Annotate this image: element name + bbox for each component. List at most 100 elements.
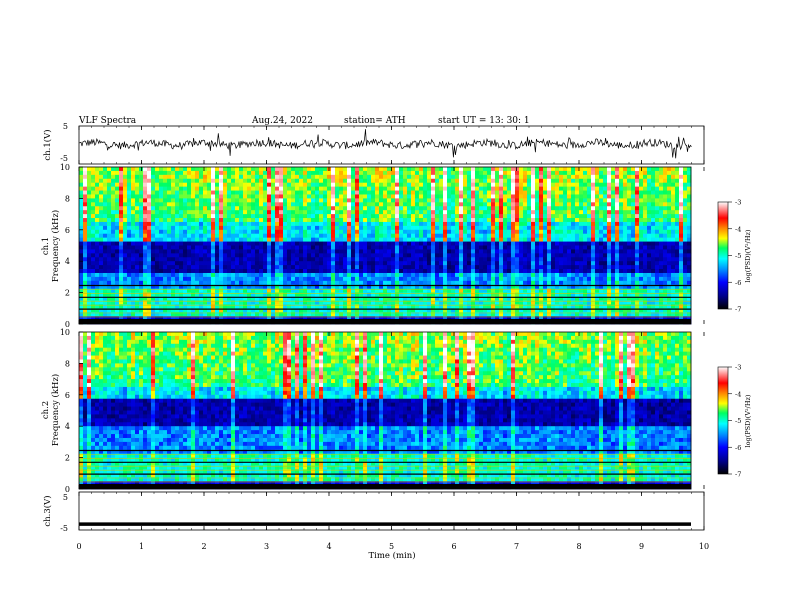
spectrogram-cell bbox=[555, 308, 560, 313]
spectrogram-cell bbox=[427, 304, 432, 309]
spectrogram-cell bbox=[371, 237, 376, 242]
spectrogram-cell bbox=[215, 253, 220, 258]
spectrogram-cell bbox=[331, 261, 336, 266]
spectrogram-cell bbox=[175, 245, 180, 250]
spectrogram-cell bbox=[327, 225, 332, 231]
spectrogram-cell bbox=[195, 194, 200, 199]
spectrogram-cell bbox=[375, 304, 380, 309]
spectrogram-cell bbox=[139, 182, 144, 188]
spectrogram-cell bbox=[99, 245, 104, 250]
spectrogram-cell bbox=[495, 210, 500, 215]
spectrogram-cell bbox=[271, 292, 276, 297]
spectrogram-cell bbox=[119, 265, 124, 270]
spectrogram-cell bbox=[207, 178, 212, 184]
spectrogram-cell bbox=[159, 269, 164, 274]
spectrogram-cell bbox=[543, 202, 548, 207]
spectrogram-cell bbox=[255, 233, 260, 239]
spectrogram-cell bbox=[299, 206, 304, 211]
spectrogram-cell bbox=[487, 284, 492, 290]
spectrogram-cell bbox=[467, 182, 472, 188]
spectrogram-cell bbox=[319, 206, 324, 211]
spectrogram-cell bbox=[567, 206, 572, 211]
spectrogram-cell bbox=[507, 300, 512, 305]
spectrogram-cell bbox=[139, 316, 144, 321]
spectrogram-cell bbox=[351, 253, 356, 258]
spectrogram-cell bbox=[251, 276, 256, 282]
spectrogram-cell bbox=[443, 308, 448, 313]
spectrogram-cell bbox=[403, 194, 408, 199]
spectrogram-cell bbox=[91, 288, 96, 294]
spectrogram-cell bbox=[311, 284, 316, 290]
spectrogram-cell bbox=[375, 194, 380, 199]
spectrogram-cell bbox=[395, 316, 400, 321]
spectrogram-cell bbox=[143, 190, 148, 195]
spectrogram-cell bbox=[551, 296, 556, 301]
spectrogram-cell bbox=[131, 170, 136, 176]
spectrogram-cell bbox=[339, 198, 344, 203]
spectrogram-cell bbox=[343, 214, 348, 219]
spectrogram-cell bbox=[455, 249, 460, 254]
spectrogram-cell bbox=[571, 233, 576, 239]
spectrogram-cell bbox=[531, 194, 536, 199]
spectrogram-cell bbox=[379, 261, 384, 266]
spectrogram-cell bbox=[411, 261, 416, 266]
spectrogram-cell bbox=[251, 261, 256, 266]
spectrogram-cell bbox=[535, 233, 540, 239]
spectrogram-cell bbox=[323, 300, 328, 305]
spectrogram-cell bbox=[507, 225, 512, 231]
spectrogram-cell bbox=[179, 308, 184, 313]
spectrogram-cell bbox=[347, 237, 352, 242]
spectrogram-cell bbox=[399, 296, 404, 301]
spectrogram-cell bbox=[511, 178, 516, 184]
spectrogram-cell bbox=[319, 312, 324, 317]
spectrogram-cell bbox=[131, 257, 136, 262]
spectrogram-cell bbox=[287, 308, 292, 313]
spectrogram-cell bbox=[171, 276, 176, 282]
spectrogram-cell bbox=[231, 316, 236, 321]
spectrogram-cell bbox=[199, 198, 204, 203]
spectrogram-cell bbox=[207, 308, 212, 313]
spectrogram-cell bbox=[131, 253, 136, 258]
spectrogram-cell bbox=[343, 261, 348, 266]
spectrogram-cell bbox=[339, 288, 344, 294]
spectrogram-cell bbox=[555, 272, 560, 278]
spectrogram-cell bbox=[311, 186, 316, 191]
spectrogram-cell bbox=[123, 296, 128, 301]
spectrogram-cell bbox=[199, 186, 204, 191]
spectrogram-cell bbox=[271, 296, 276, 301]
spectrogram-cell bbox=[207, 202, 212, 207]
spectrogram-cell bbox=[123, 198, 128, 203]
spectrogram-cell bbox=[147, 257, 152, 262]
spectrogram-cell bbox=[127, 300, 132, 305]
spectrogram-cell bbox=[539, 206, 544, 211]
spectrogram-cell bbox=[199, 316, 204, 321]
spectrogram-cell bbox=[383, 280, 388, 286]
spectrogram-cell bbox=[395, 300, 400, 305]
spectrogram-cell bbox=[239, 233, 244, 239]
spectrogram-cell bbox=[407, 241, 412, 246]
spectrogram-cell bbox=[79, 225, 84, 231]
spectrogram-cell bbox=[159, 198, 164, 203]
spectrogram-cell bbox=[151, 233, 156, 239]
spectrogram-cell bbox=[275, 202, 280, 207]
spectrogram-cell bbox=[239, 245, 244, 250]
spectrogram-cell bbox=[367, 167, 372, 172]
spectrogram-cell bbox=[83, 218, 88, 223]
spectrogram-cell bbox=[511, 186, 516, 191]
spectrogram-cell bbox=[431, 312, 436, 317]
spectrogram-cell bbox=[315, 280, 320, 286]
spectrogram-cell bbox=[375, 167, 380, 172]
spectrogram-cell bbox=[139, 206, 144, 211]
spectrogram-cell bbox=[299, 300, 304, 305]
spectrogram-cell bbox=[131, 218, 136, 223]
spectrogram-cell bbox=[199, 190, 204, 195]
spectrogram-cell bbox=[171, 218, 176, 223]
spectrogram-cell bbox=[379, 276, 384, 282]
spectrogram-cell bbox=[363, 280, 368, 286]
spectrogram-cell bbox=[515, 174, 520, 180]
spectrogram-cell bbox=[183, 261, 188, 266]
spectrogram-cell bbox=[183, 237, 188, 242]
spectrogram-cell bbox=[375, 316, 380, 321]
spectrogram-cell bbox=[107, 182, 112, 188]
spectrogram-cell bbox=[575, 174, 580, 180]
